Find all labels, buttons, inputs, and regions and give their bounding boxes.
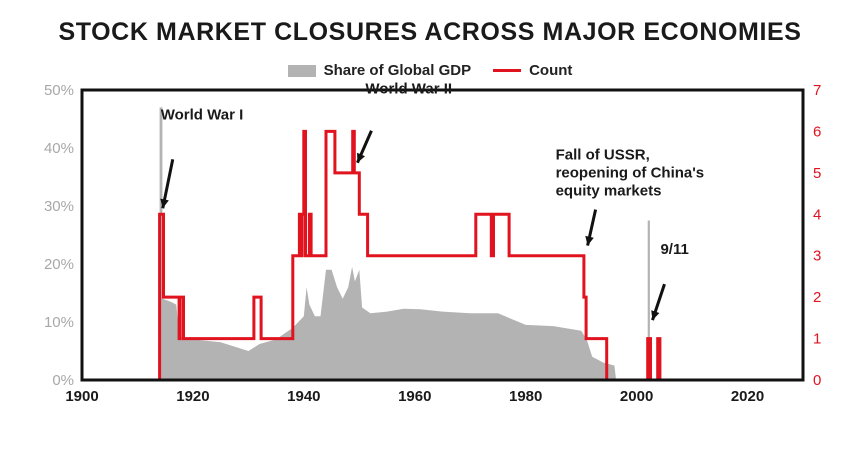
x-tick-label: 1920 (176, 388, 209, 405)
x-tick-label: 1980 (509, 388, 542, 405)
count-line (158, 129, 803, 382)
legend-swatch-area (287, 64, 316, 77)
y-right-tick-label: 0 (813, 372, 821, 389)
y-left-tick-label: 40% (44, 140, 74, 157)
y-right-tick-label: 2 (813, 289, 821, 306)
y-right-tick-label: 1 (813, 331, 821, 348)
y-right-tick-label: 3 (813, 248, 821, 265)
x-tick-label: 1900 (65, 388, 98, 405)
y-left-tick-label: 10% (44, 314, 74, 331)
legend-label-count: Count (529, 62, 573, 79)
x-tick-label: 1960 (398, 388, 431, 405)
y-left-tick-label: 20% (44, 256, 74, 273)
x-tick-label: 1940 (287, 388, 320, 405)
annotation-arrowhead (585, 235, 594, 246)
legend-label-gdp: Share of Global GDP (323, 62, 472, 79)
chart-legend: Share of Global GDP Count (0, 62, 860, 79)
annotation-label: Fall of USSR, reopening of China's equity … (556, 147, 705, 200)
annotation-arrowhead (357, 152, 366, 163)
x-tick-label: 2000 (620, 388, 653, 405)
y-right-tick-label: 4 (813, 206, 821, 223)
annotation-label: 9/11 (660, 241, 688, 258)
legend-item-count: Count (493, 62, 572, 79)
legend-item-gdp: Share of Global GDP (287, 62, 472, 79)
gdp-share-area (159, 107, 650, 381)
y-right-tick-label: 6 (813, 123, 821, 140)
annotation-label: World War I (161, 106, 244, 123)
y-right-tick-label: 5 (813, 165, 821, 182)
annotation-arrowhead (160, 198, 169, 209)
chart-title: STOCK MARKET CLOSURES ACROSS MAJOR ECONO… (58, 18, 802, 46)
y-left-tick-label: 30% (44, 198, 74, 215)
annotation-label: World War II (365, 81, 452, 98)
annotation-arrowhead (651, 310, 660, 321)
y-left-tick-label: 50% (44, 82, 74, 99)
y-left-tick-label: 0% (52, 372, 74, 389)
plot-frame (80, 88, 805, 382)
legend-swatch-line (493, 69, 522, 72)
x-tick-label: 2020 (731, 388, 764, 405)
y-right-tick-label: 7 (813, 82, 821, 99)
